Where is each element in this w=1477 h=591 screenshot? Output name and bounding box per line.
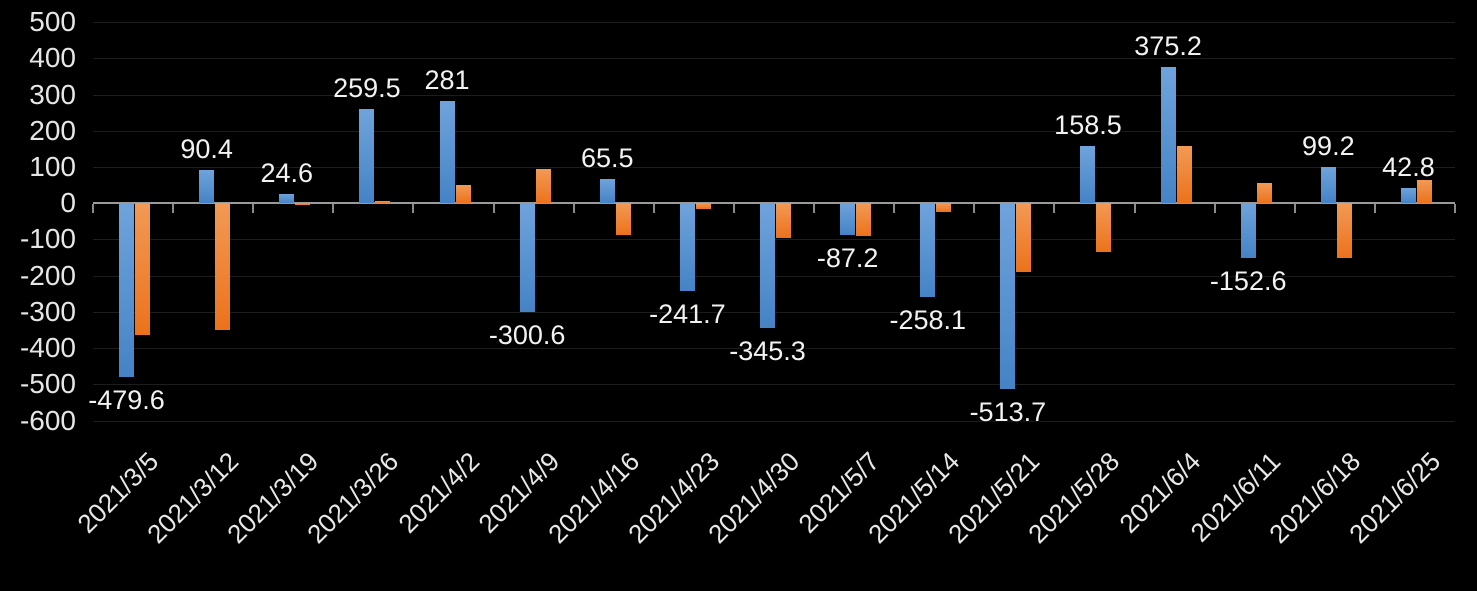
y-axis-tick-label: -300 [19, 295, 76, 327]
y-axis-tick-label: -100 [19, 223, 76, 255]
x-axis-tick [1213, 204, 1216, 214]
bar-blue-2021/4/16[interactable] [599, 179, 615, 204]
data-label: -87.2 [816, 242, 879, 273]
x-axis-tick [652, 204, 655, 214]
bar-orange-2021/6/11[interactable] [1256, 183, 1272, 204]
bar-orange-2021/6/4[interactable] [1176, 145, 1192, 204]
bar-orange-2021/6/25[interactable] [1416, 179, 1432, 204]
gridline [93, 130, 1455, 132]
data-label: 99.2 [1302, 131, 1355, 162]
bar-blue-2021/3/12[interactable] [199, 170, 215, 204]
x-axis-tick [1053, 204, 1056, 214]
y-axis-tick-label: 500 [29, 6, 76, 38]
bar-blue-2021/6/25[interactable] [1400, 187, 1416, 204]
x-axis-tick [412, 204, 415, 214]
x-axis-tick [1454, 204, 1456, 214]
bar-blue-2021/4/23[interactable] [679, 203, 695, 291]
data-label: 42.8 [1382, 151, 1435, 182]
bar-orange-2021/3/5[interactable] [135, 203, 151, 336]
bar-orange-2021/4/23[interactable] [695, 203, 711, 209]
bar-blue-2021/3/5[interactable] [119, 203, 135, 377]
data-label: -513.7 [969, 397, 1047, 428]
bar-blue-2021/5/14[interactable] [920, 203, 936, 297]
gridline [93, 58, 1455, 60]
x-axis-tick [813, 204, 816, 214]
x-axis-tick [252, 204, 255, 214]
bar-orange-2021/5/14[interactable] [936, 203, 952, 213]
x-axis-tick [893, 204, 896, 214]
bar-orange-2021/4/9[interactable] [535, 168, 551, 204]
bar-blue-2021/5/21[interactable] [1000, 203, 1016, 390]
bar-blue-2021/5/7[interactable] [840, 203, 856, 235]
x-axis-tick [1293, 204, 1296, 214]
x-axis-tick [572, 204, 575, 214]
x-axis-tick [973, 204, 976, 214]
gridline [93, 94, 1455, 96]
gridline [93, 384, 1455, 386]
bar-orange-2021/4/30[interactable] [776, 203, 791, 238]
data-label: -345.3 [729, 336, 806, 367]
data-label: 281 [424, 65, 470, 96]
y-axis-tick-label: 200 [29, 114, 76, 146]
bar-blue-2021/6/18[interactable] [1320, 167, 1336, 204]
bar-blue-2021/3/26[interactable] [359, 109, 375, 204]
bar-orange-2021/3/12[interactable] [215, 203, 231, 330]
y-axis-tick-label: 0 [60, 187, 76, 219]
gridline [93, 420, 1455, 422]
y-axis-tick-label: 400 [29, 42, 76, 74]
bar-blue-2021/5/28[interactable] [1080, 145, 1096, 204]
y-axis-tick-label: 100 [29, 150, 76, 182]
y-axis-tick-label: -200 [19, 259, 76, 291]
bar-orange-2021/5/21[interactable] [1016, 203, 1032, 273]
bar-orange-2021/3/26[interactable] [375, 201, 391, 204]
bar-blue-2021/4/9[interactable] [519, 203, 535, 313]
data-label: -241.7 [649, 298, 726, 329]
x-axis-tick [332, 204, 335, 214]
bar-orange-2021/5/7[interactable] [856, 203, 872, 236]
bar-orange-2021/4/16[interactable] [615, 203, 631, 236]
x-axis-tick [1373, 204, 1376, 214]
bar-orange-2021/3/19[interactable] [295, 203, 311, 206]
bar-blue-2021/4/2[interactable] [439, 101, 455, 204]
data-label: 259.5 [333, 73, 401, 104]
y-axis-tick-label: -600 [19, 404, 76, 436]
data-label: 158.5 [1054, 109, 1122, 140]
gridline [93, 348, 1455, 350]
bar-blue-2021/3/19[interactable] [279, 194, 295, 204]
y-axis-tick-label: 300 [29, 78, 76, 110]
x-axis-tick [732, 204, 735, 214]
data-label: 65.5 [580, 143, 634, 174]
gridline [93, 166, 1455, 168]
bar-blue-2021/6/4[interactable] [1160, 67, 1176, 204]
x-axis-tick [1133, 204, 1136, 214]
gridline [93, 22, 1455, 24]
data-label: -300.6 [488, 320, 566, 351]
y-axis-tick-label: -500 [19, 368, 76, 400]
x-axis-tick [172, 204, 175, 214]
x-axis-tick [92, 204, 94, 214]
y-axis-tick-label: -400 [19, 332, 76, 364]
bar-orange-2021/6/18[interactable] [1336, 203, 1352, 258]
data-label: -258.1 [889, 304, 967, 335]
data-label: -479.6 [88, 384, 165, 415]
data-label: 375.2 [1134, 31, 1202, 62]
bar-blue-2021/4/30[interactable] [760, 203, 775, 329]
bar-orange-2021/4/2[interactable] [455, 185, 471, 204]
bar-blue-2021/6/11[interactable] [1240, 203, 1256, 259]
x-axis-tick [492, 204, 495, 214]
bar-orange-2021/5/28[interactable] [1096, 203, 1112, 253]
data-label: 90.4 [180, 134, 233, 165]
data-label: -152.6 [1209, 266, 1287, 297]
data-label: 24.6 [260, 158, 314, 189]
